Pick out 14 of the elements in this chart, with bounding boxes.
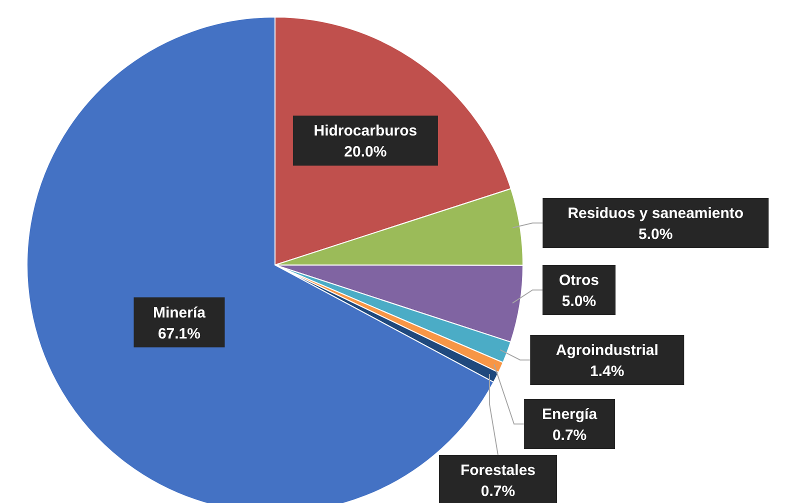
slice-label: Hidrocarburos xyxy=(314,122,418,140)
slice-label: Forestales xyxy=(460,462,536,479)
slice-label: Residuos y saneamiento xyxy=(568,205,744,222)
slice-label: Otros xyxy=(559,272,600,289)
slice-label: Minería xyxy=(152,304,206,322)
data-label: 5.0% xyxy=(638,226,673,243)
data-label: 67.1% xyxy=(158,325,201,342)
data-label: 1.4% xyxy=(590,363,624,380)
slice-label: Energía xyxy=(542,406,598,423)
data-label: 20.0% xyxy=(344,144,387,161)
slice-label: Agroindustrial xyxy=(556,342,658,359)
data-label: 0.7% xyxy=(552,427,587,444)
data-label: 0.7% xyxy=(480,483,516,500)
data-label: 5.0% xyxy=(562,293,596,310)
